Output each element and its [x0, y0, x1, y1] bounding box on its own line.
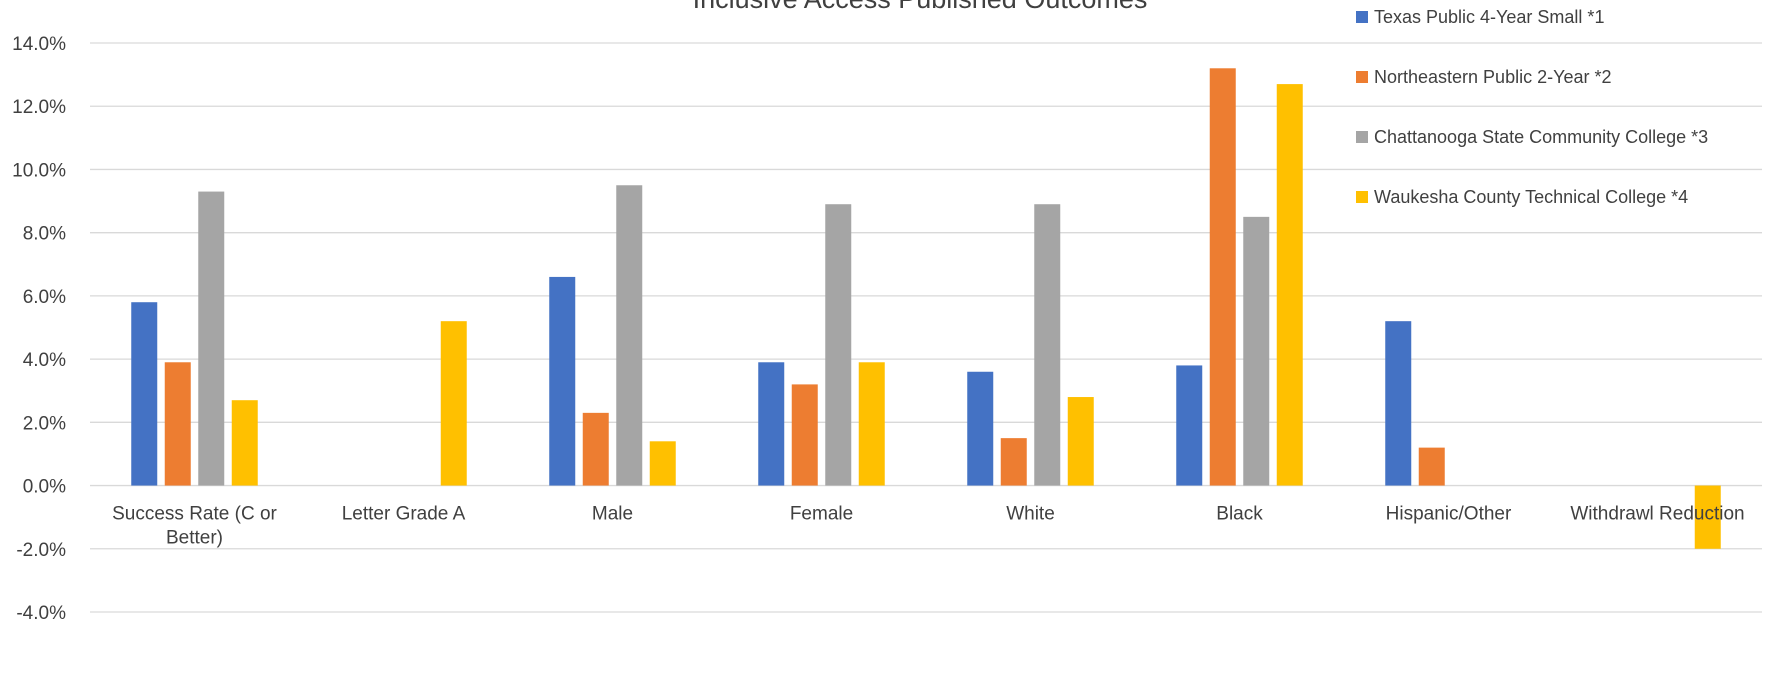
bar	[1694, 485, 1721, 549]
bar	[967, 371, 994, 486]
bar	[231, 400, 258, 486]
x-axis: Success Rate (C or Better) Letter Grade A M…	[112, 504, 1744, 549]
legend-swatch	[1356, 71, 1368, 83]
legend-item: Chattanooga State Community College *3	[1356, 127, 1708, 147]
bar	[858, 362, 885, 486]
bar	[1385, 321, 1412, 486]
bar	[825, 204, 852, 486]
y-tick-label: 10.0%	[12, 160, 66, 181]
y-tick-label: -4.0%	[16, 603, 66, 624]
y-tick-label: 0.0%	[23, 477, 66, 498]
y-tick-label: 12.0%	[12, 97, 66, 118]
bar	[440, 321, 467, 486]
legend-label: Northeastern Public 2-Year *2	[1374, 67, 1611, 87]
y-tick-label: -2.0%	[16, 540, 66, 561]
bar	[1067, 397, 1094, 486]
legend: Texas Public 4-Year Small *1 Northeastern…	[1356, 7, 1708, 207]
y-tick-label: 6.0%	[23, 287, 66, 308]
bar	[1000, 438, 1027, 486]
x-tick-label: Withdrawl Reduction	[1570, 504, 1744, 525]
gridlines	[90, 42, 1762, 613]
bar	[582, 412, 609, 486]
bar	[1243, 216, 1270, 486]
bar	[758, 362, 785, 486]
y-tick-label: 2.0%	[23, 413, 66, 434]
legend-item: Texas Public 4-Year Small *1	[1356, 7, 1604, 27]
bar	[649, 441, 676, 486]
bar	[164, 362, 191, 486]
y-tick-label: 14.0%	[12, 34, 66, 55]
x-tick-label: Success Rate (C or Better)	[112, 504, 277, 549]
bar	[1034, 204, 1061, 486]
x-tick-label: White	[1006, 504, 1055, 525]
legend-swatch	[1356, 191, 1368, 203]
legend-swatch	[1356, 11, 1368, 23]
bar	[1418, 447, 1445, 486]
legend-label: Waukesha County Technical College *4	[1374, 187, 1688, 207]
legend-label: Texas Public 4-Year Small *1	[1374, 7, 1604, 27]
bar	[198, 191, 225, 486]
x-tick-label: Letter Grade A	[342, 504, 466, 525]
x-tick-label: Female	[790, 504, 853, 525]
bar	[616, 185, 643, 486]
bar	[1176, 365, 1203, 486]
bars	[131, 68, 1721, 549]
legend-item: Northeastern Public 2-Year *2	[1356, 67, 1611, 87]
bar	[1276, 84, 1303, 486]
y-tick-label: 4.0%	[23, 350, 66, 371]
legend-swatch	[1356, 131, 1368, 143]
legend-label: Chattanooga State Community College *3	[1374, 127, 1708, 147]
y-tick-label: 8.0%	[23, 224, 66, 245]
bar	[549, 276, 576, 486]
x-tick-label: Hispanic/Other	[1386, 504, 1512, 525]
legend-item: Waukesha County Technical College *4	[1356, 187, 1688, 207]
x-tick-label: Male	[592, 504, 633, 525]
bar	[791, 384, 818, 486]
y-axis: 14.0% 12.0% 10.0% 8.0% 6.0% 4.0% 2.0% 0.0% -2.0%…	[12, 34, 66, 624]
chart-title: Inclusive Access Published Outcomes	[693, 0, 1148, 14]
x-tick-label: Black	[1216, 504, 1263, 525]
bar	[131, 302, 158, 486]
bar	[1209, 68, 1236, 486]
